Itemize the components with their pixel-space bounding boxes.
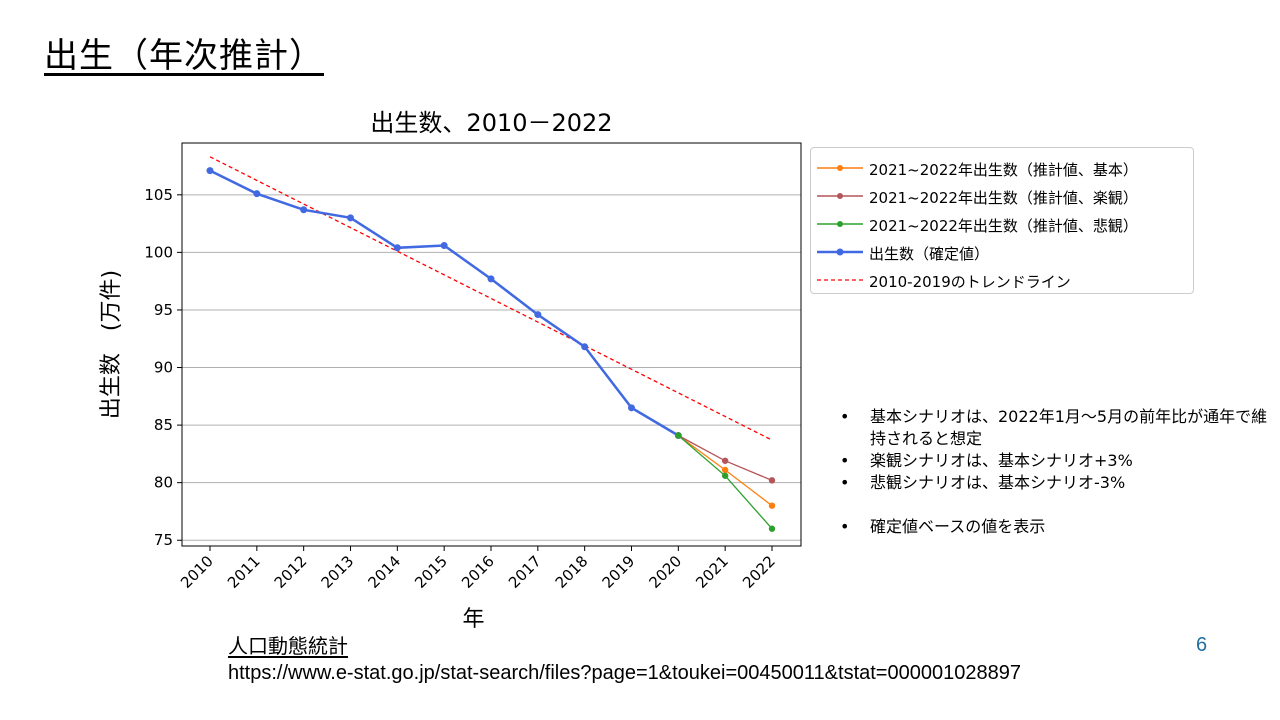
x-axis-label: 年: [462, 607, 484, 632]
legend-label-pessimistic: 2021~2022年出生数（推計値、悲観）: [869, 217, 1138, 235]
grid-lines: [182, 194, 801, 541]
y-tick-label: 90: [154, 359, 173, 377]
plot-area: [181, 142, 802, 547]
legend-label-trend: 2010-2019のトレンドライン: [869, 273, 1071, 291]
notes-list: 基本シナリオは、2022年1月～5月の前年比が通年で維持されると想定 楽観シナリ…: [838, 406, 1268, 538]
legend-swatch-optimistic: [817, 193, 863, 199]
data-point: [300, 206, 308, 214]
axes: 75 80 85 90 95 100 105 2010 2011 2012 2013 2014 2015…: [144, 186, 778, 592]
data-point: [487, 275, 495, 283]
data-point: [721, 472, 729, 479]
data-point: [393, 244, 401, 252]
x-tick-label: 2014: [364, 552, 404, 592]
series-line: [209, 169, 679, 437]
note-item: 悲観シナリオは、基本シナリオ-3%: [838, 472, 1268, 494]
legend-item-optimistic: 2021~2022年出生数（推計値、楽観）: [811, 182, 1193, 210]
data-point: [768, 502, 776, 509]
series-line: [209, 156, 773, 441]
legend-item-pessimistic: 2021~2022年出生数（推計値、悲観）: [811, 210, 1193, 238]
y-axis-label: 出生数 (万件): [99, 270, 124, 419]
x-tick-label: 2022: [739, 552, 779, 592]
x-tick-label: 2017: [505, 552, 545, 592]
source-url[interactable]: https://www.e-stat.go.jp/stat-search/fil…: [228, 662, 1021, 684]
x-tick-label: 2019: [599, 552, 639, 592]
x-tick-label: 2011: [224, 552, 264, 592]
y-tick-label: 100: [144, 243, 173, 261]
legend-label-optimistic: 2021~2022年出生数（推計値、楽観）: [869, 189, 1138, 207]
x-tick-label: 2018: [552, 552, 592, 592]
x-tick-label: 2013: [318, 552, 358, 592]
y-tick-label: 95: [154, 301, 173, 319]
legend-label-confirmed: 出生数（確定値）: [869, 245, 990, 263]
chart-title: 出生数、2010－2022: [370, 109, 612, 137]
data-point: [768, 525, 776, 532]
note-item: 確定値ベースの値を表示: [838, 516, 1268, 538]
slide-title: 出生（年次推計）: [44, 36, 324, 76]
x-tick-label: 2021: [692, 552, 732, 592]
data-point: [628, 404, 635, 412]
y-tick-label: 85: [154, 416, 173, 434]
data-point: [721, 457, 729, 464]
x-tick-label: 2015: [411, 552, 451, 592]
legend-swatch-trend: [817, 279, 863, 281]
x-tick-label: 2020: [645, 552, 685, 592]
x-tick-label: 2016: [458, 552, 498, 592]
data-point: [440, 241, 448, 249]
data-point: [581, 343, 589, 351]
y-tick-label: 80: [154, 474, 173, 492]
data-point: [675, 432, 682, 439]
series-line: [677, 435, 773, 530]
page-number: 6: [1196, 634, 1208, 656]
data-point: [347, 214, 354, 222]
data-point: [253, 190, 261, 198]
series: [206, 156, 776, 532]
data-point: [534, 311, 542, 319]
legend-item-base: 2021~2022年出生数（推計値、基本）: [811, 154, 1193, 182]
legend-swatch-base: [817, 165, 863, 171]
legend-item-trend: 2010-2019のトレンドライン: [811, 266, 1193, 294]
x-tick-label: 2010: [177, 552, 217, 592]
legend-item-confirmed: 出生数（確定値）: [811, 238, 1193, 266]
legend-swatch-confirmed: [817, 248, 863, 256]
source-title: 人口動態統計: [228, 634, 348, 658]
y-tick-label: 105: [144, 186, 173, 204]
legend-label-base: 2021~2022年出生数（推計値、基本）: [869, 161, 1138, 179]
note-item: 基本シナリオは、2022年1月～5月の前年比が通年で維持されると想定: [838, 406, 1268, 450]
legend: 2021~2022年出生数（推計値、基本） 2021~2022年出生数（推計値、…: [810, 147, 1194, 294]
y-tick-label: 75: [154, 531, 173, 549]
x-tick-label: 2012: [271, 552, 311, 592]
legend-swatch-pessimistic: [817, 221, 863, 227]
data-point: [768, 477, 776, 484]
data-point: [206, 167, 214, 175]
note-item: 楽観シナリオは、基本シナリオ+3%: [838, 450, 1268, 472]
data-point: [721, 466, 729, 474]
